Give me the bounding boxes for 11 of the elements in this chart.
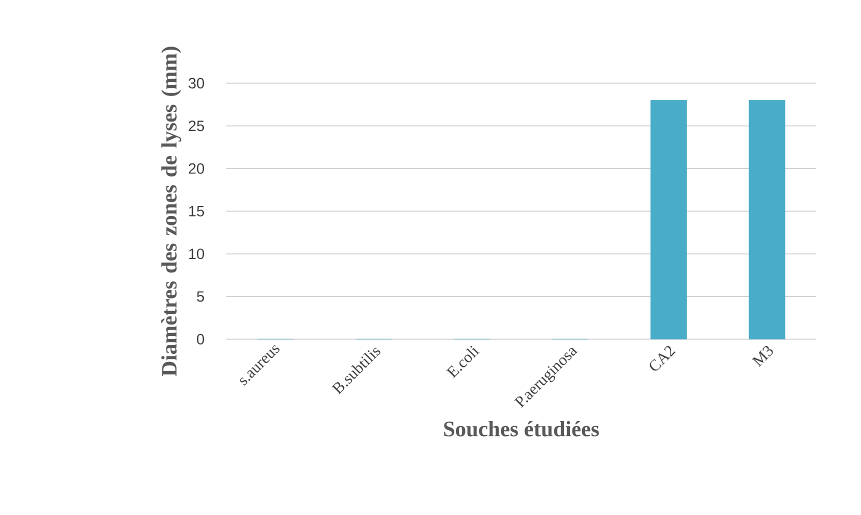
y-axis-title: Diamètres des zones de lyses (mm) — [161, 46, 182, 376]
y-tick-label: 0 — [196, 334, 204, 344]
y-tick-label: 10 — [189, 248, 204, 260]
x-axis-title: Souches étudiées — [444, 420, 599, 436]
y-tick-label: 5 — [196, 291, 204, 302]
y-tick-label: 25 — [188, 120, 204, 132]
y-tick-label: 15 — [189, 206, 204, 216]
y-tick-label: 30 — [188, 78, 204, 88]
y-tick-label: 20 — [188, 163, 204, 174]
x-tick-label: M3 — [752, 346, 773, 367]
x-tick-label: CA2 — [650, 346, 676, 371]
